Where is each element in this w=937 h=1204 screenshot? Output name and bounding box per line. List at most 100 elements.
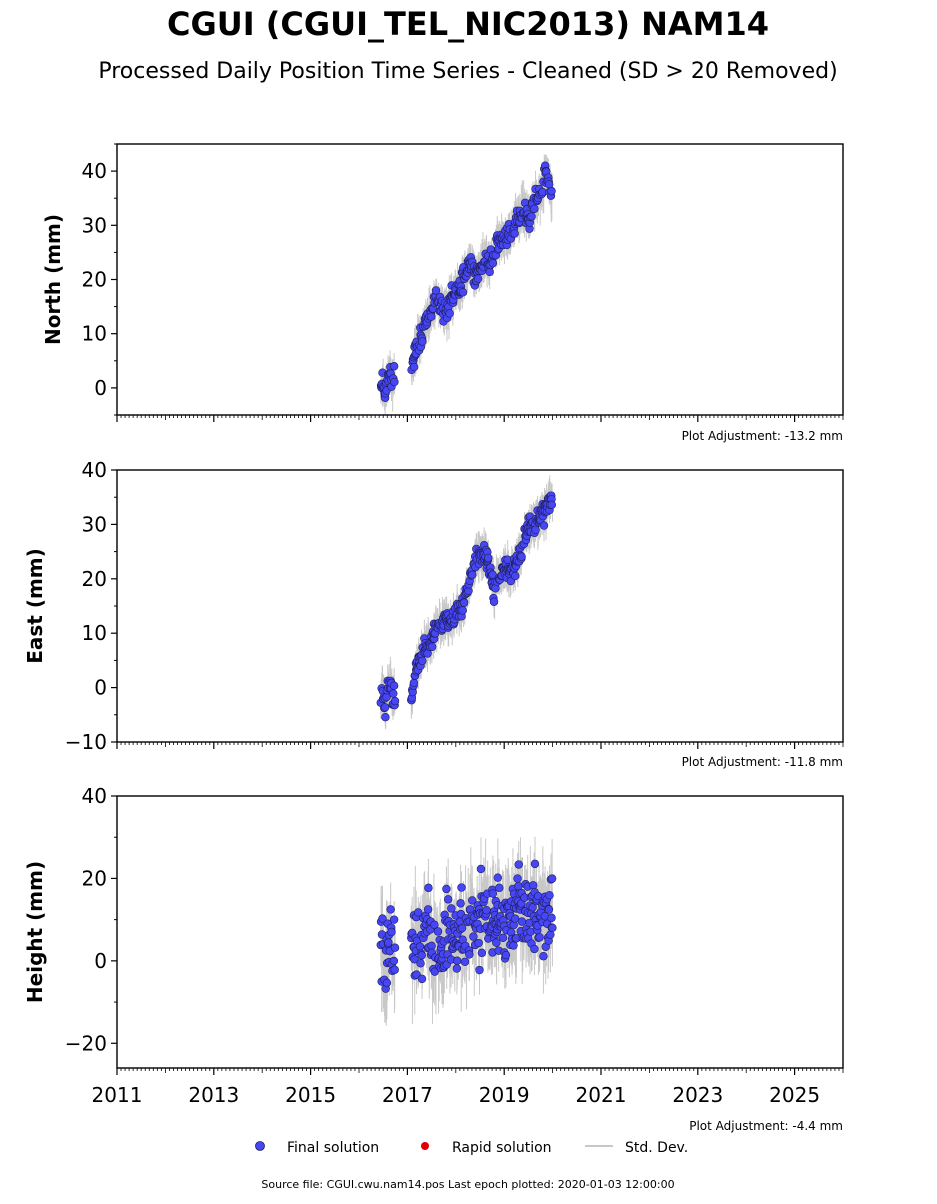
- east-ytick-label: 10: [82, 621, 107, 645]
- height-data-point: [423, 905, 433, 914]
- height-data-point: [501, 950, 511, 960]
- north-data-point: [485, 267, 494, 277]
- height-data-point: [509, 941, 518, 950]
- height-data-point: [460, 957, 470, 966]
- height-ytick-label: 40: [82, 784, 107, 808]
- east-ytick-label: 0: [94, 676, 107, 700]
- legend-rapid-marker: [421, 1142, 429, 1150]
- east-plot-adjustment: Plot Adjustment: -11.8 mm: [682, 755, 843, 769]
- xtick-label: 2017: [382, 1083, 433, 1107]
- height-data-point: [412, 970, 421, 979]
- east-data-point: [489, 597, 499, 606]
- height-data-point: [417, 974, 427, 984]
- height-data-point: [457, 883, 466, 892]
- height-panel: −20 0 20 40 2011 2013 2015 2017 2019 2021 2023 2025…: [23, 784, 844, 1107]
- east-data-point: [517, 552, 526, 561]
- height-data-point: [488, 889, 498, 898]
- height-data-point: [468, 896, 477, 905]
- height-data-point: [544, 905, 554, 914]
- east-data-point: [459, 598, 469, 607]
- xtick-label: 2025: [769, 1083, 820, 1107]
- height-data-point: [387, 927, 396, 937]
- height-data-point: [390, 965, 399, 974]
- legend-rapid-label: Rapid solution: [452, 1140, 552, 1156]
- height-data-point: [539, 952, 548, 961]
- east-ytick-label: 20: [82, 567, 107, 591]
- legend-stddev-label: Std. Dev.: [625, 1140, 688, 1156]
- east-data-point: [468, 570, 477, 580]
- height-data-point: [545, 891, 554, 900]
- east-data-point: [427, 642, 437, 651]
- height-points: [376, 859, 557, 993]
- height-data-point: [382, 978, 392, 988]
- north-points: [376, 161, 556, 402]
- height-data-point: [547, 913, 556, 923]
- north-data-point: [530, 204, 539, 214]
- height-data-point: [492, 938, 501, 947]
- height-data-point: [386, 905, 395, 914]
- height-data-point: [482, 906, 491, 915]
- north-ylabel: North (mm): [41, 214, 65, 345]
- legend: Final solution Rapid solution Std. Dev.: [255, 1140, 688, 1156]
- xtick-label: 2011: [92, 1083, 143, 1107]
- height-data-point: [465, 950, 474, 959]
- height-data-point: [498, 933, 508, 943]
- height-data-point: [416, 959, 425, 968]
- height-data-point: [417, 951, 426, 960]
- height-data-point: [410, 955, 419, 964]
- east-data-point: [381, 713, 390, 722]
- height-ylabel: Height (mm): [23, 861, 47, 1003]
- source-note: Source file: CGUI.cwu.nam14.pos Last epo…: [261, 1178, 674, 1191]
- xtick-label: 2013: [188, 1083, 239, 1107]
- east-axes-frame: [116, 469, 844, 743]
- east-data-point: [458, 606, 467, 615]
- height-data-point: [514, 860, 523, 869]
- height-plot-adjustment: Plot Adjustment: -4.4 mm: [689, 1119, 843, 1133]
- height-ytick-label: 20: [82, 866, 107, 890]
- north-data-point: [431, 286, 441, 295]
- chart-subtitle: Processed Daily Position Time Series - C…: [98, 59, 837, 84]
- height-data-point: [442, 884, 451, 894]
- xtick-label: 2015: [285, 1083, 336, 1107]
- height-data-point: [517, 917, 527, 926]
- legend-final-marker: [255, 1141, 265, 1151]
- east-data-point: [380, 703, 390, 712]
- north-data-point: [389, 362, 399, 371]
- height-data-point: [424, 883, 433, 893]
- north-data-point: [390, 377, 399, 387]
- east-data-point: [539, 521, 549, 530]
- north-data-point: [458, 288, 468, 297]
- height-data-point: [452, 956, 462, 965]
- north-ytick-label: 40: [82, 159, 107, 183]
- height-data-point: [530, 859, 540, 869]
- height-data-point: [456, 899, 465, 908]
- north-data-point: [409, 362, 419, 372]
- height-data-point: [389, 915, 399, 924]
- height-data-point: [390, 943, 400, 952]
- north-ytick-label: 0: [94, 376, 107, 400]
- east-ytick-label: 30: [82, 512, 107, 536]
- east-panel: −10 0 10 20 30 40 East (mm): [23, 458, 844, 754]
- height-data-point: [378, 914, 387, 923]
- xtick-label: 2023: [672, 1083, 723, 1107]
- height-data-point: [447, 904, 456, 913]
- height-ytick-label: 0: [94, 949, 107, 973]
- east-data-point: [418, 656, 427, 666]
- east-data-point: [484, 553, 493, 563]
- height-data-point: [474, 938, 483, 948]
- height-data-point: [415, 942, 425, 951]
- height-data-point: [414, 908, 423, 917]
- north-plot-area: [376, 154, 556, 415]
- height-data-point: [475, 965, 484, 975]
- height-data-point: [547, 874, 557, 883]
- height-ytick-label: −20: [65, 1031, 107, 1055]
- east-data-point: [409, 678, 419, 688]
- height-data-point: [443, 895, 453, 904]
- height-data-point: [548, 923, 557, 933]
- chart-title: CGUI (CGUI_TEL_NIC2013) NAM14: [167, 5, 769, 43]
- height-data-point: [430, 920, 439, 930]
- height-data-point: [389, 956, 399, 966]
- height-data-point: [529, 881, 538, 890]
- legend-final-label: Final solution: [287, 1140, 379, 1156]
